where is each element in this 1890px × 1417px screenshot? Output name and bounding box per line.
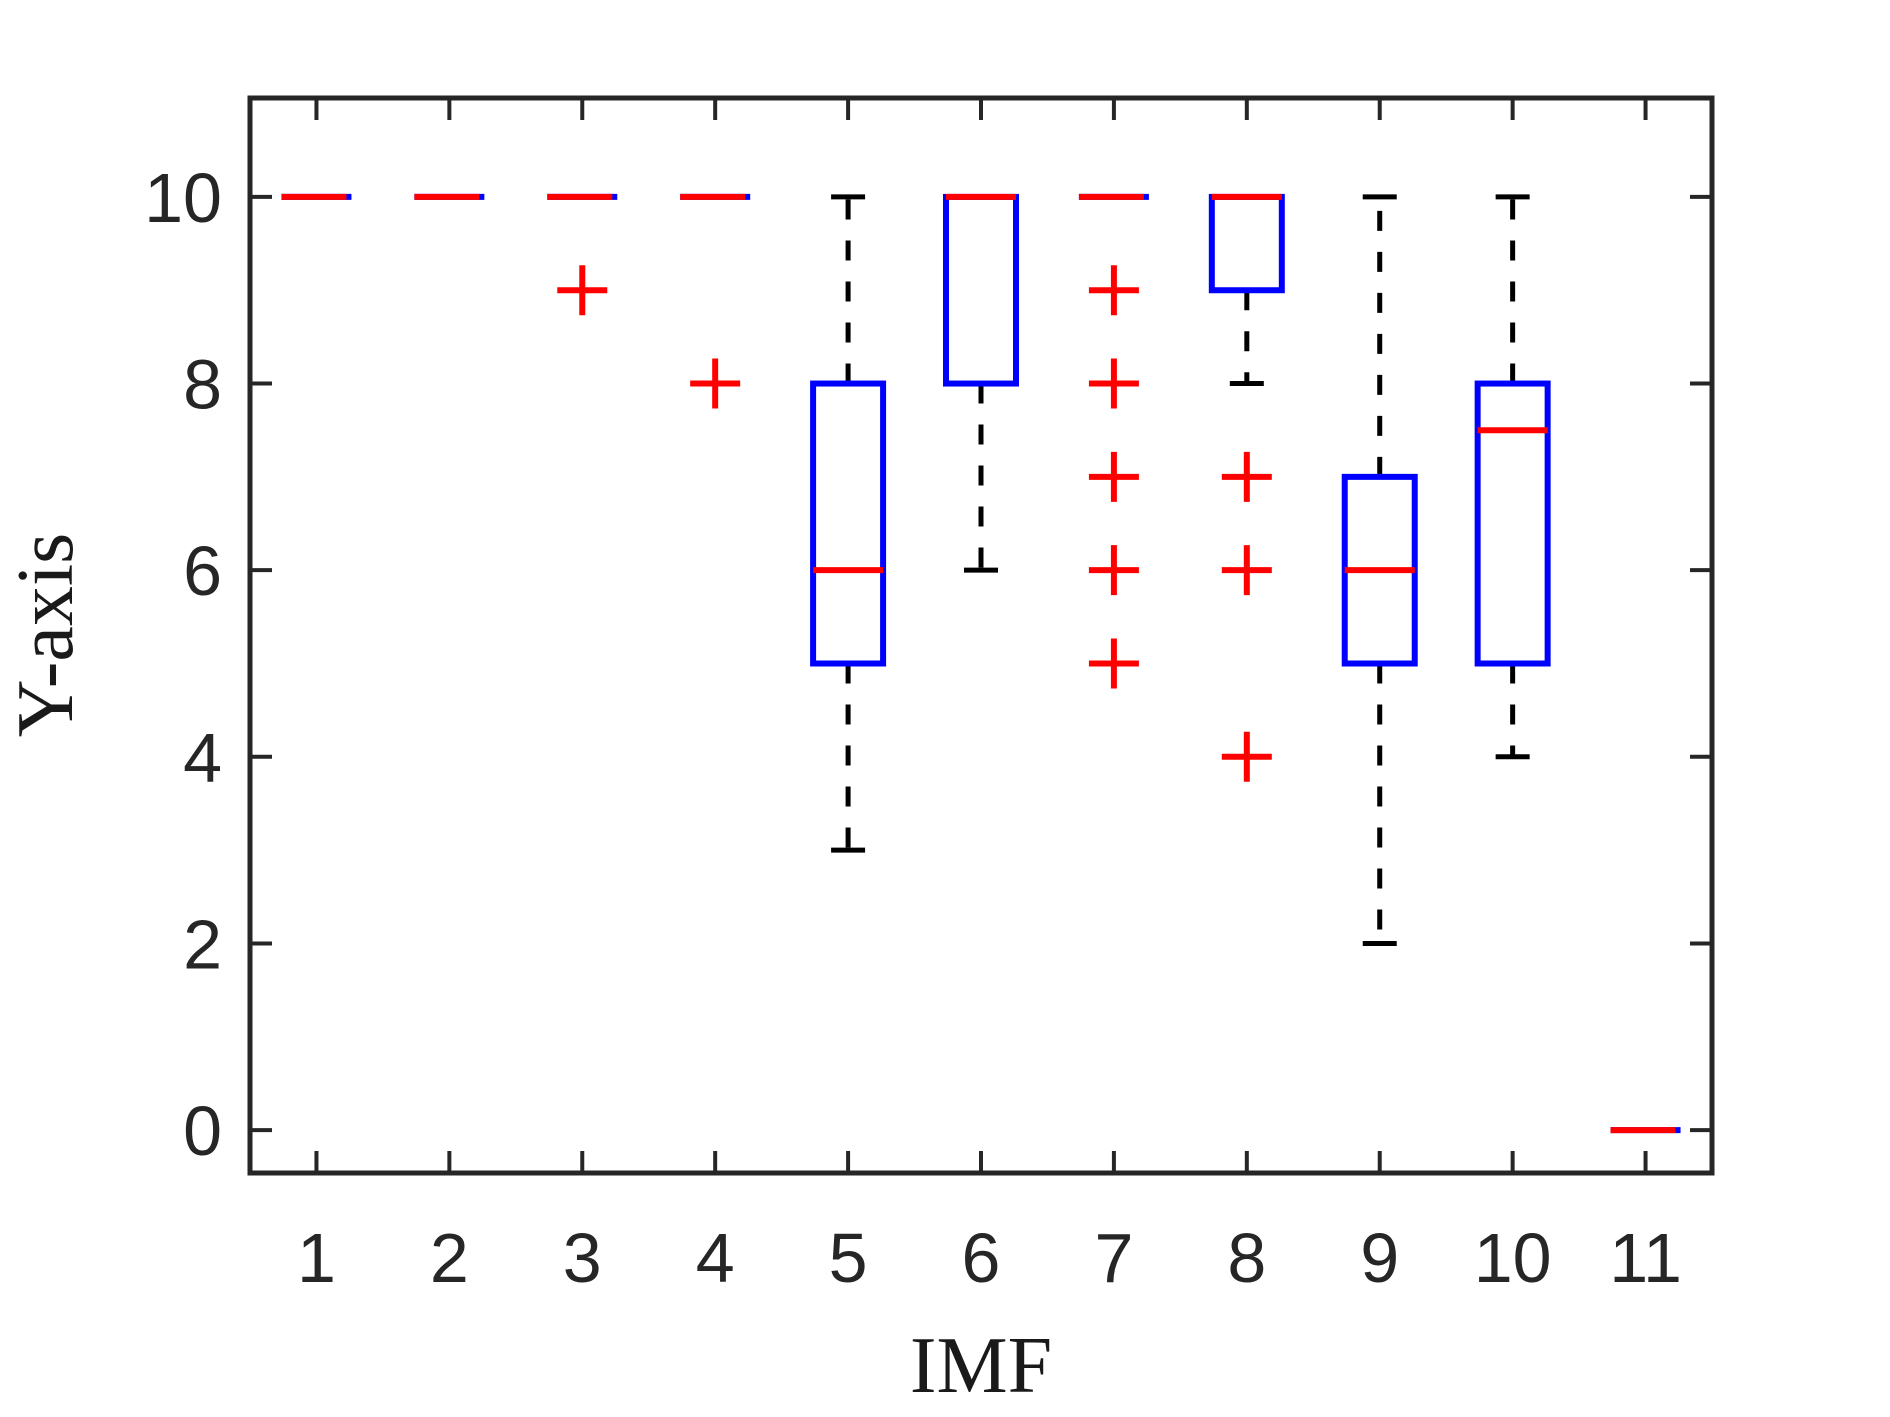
x-tick-label: 1: [297, 1219, 336, 1297]
iqr-box: [810, 380, 887, 667]
x-tick-label: 11: [1609, 1219, 1682, 1297]
x-tick-label: 10: [1474, 1219, 1552, 1297]
iqr-box: [1474, 380, 1551, 667]
x-tick-label: 4: [696, 1219, 735, 1297]
x-tick-label: 3: [563, 1219, 602, 1297]
iqr-box: [943, 193, 1019, 387]
chart-layer: 1 2 3 4 5 6 7 8 9 10 11 0 2 4 6 8 10: [144, 95, 1715, 1297]
x-tick-label: 8: [1227, 1219, 1266, 1297]
x-tick-label: 9: [1360, 1219, 1399, 1297]
x-tick-label: 5: [829, 1219, 868, 1297]
y-tick-label: 10: [144, 159, 222, 237]
x-tick-label: 2: [430, 1219, 469, 1297]
y-tick-label: 8: [183, 346, 222, 424]
y-tick-label: 0: [183, 1092, 222, 1170]
iqr-box: [1208, 193, 1285, 294]
y-tick-label: 6: [183, 532, 222, 610]
x-tick-label: 7: [1094, 1219, 1133, 1297]
y-axis-title: Y-axis: [2, 533, 90, 737]
plot-border: [247, 95, 1715, 1176]
x-axis-title: IMF: [910, 1322, 1052, 1410]
y-tick-label: 4: [183, 719, 222, 797]
x-tick-label: 6: [962, 1219, 1001, 1297]
y-tick-label: 2: [183, 905, 222, 983]
